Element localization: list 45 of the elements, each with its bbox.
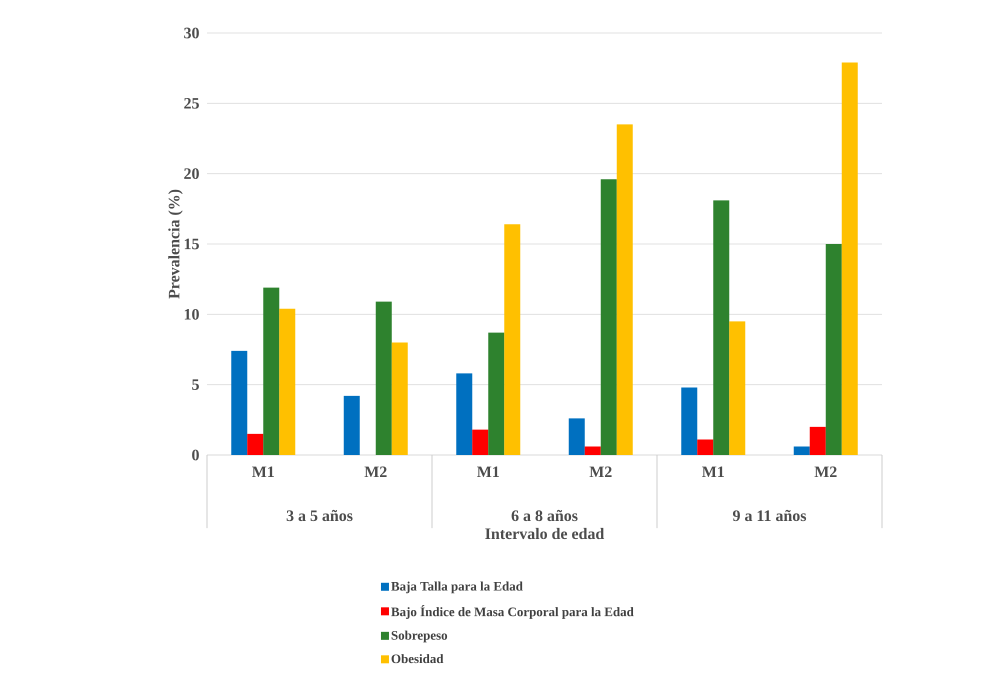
y-axis-title: Prevalencia (%) [168,190,183,299]
text: 6 a 8 años [512,510,578,522]
y-tick-label: 25 [184,98,199,109]
x-tick-label: M1 [702,466,724,478]
x-tick-label: M2 [364,466,387,478]
bar [456,373,472,455]
x-tick-label: M2 [590,466,612,478]
bar [842,62,858,455]
y-tick-label: 15 [184,238,199,250]
bar [488,332,504,455]
bar [504,224,520,455]
bar [681,387,698,455]
legend-label: Obesidad [392,654,444,664]
y-tick-label: 20 [184,168,199,180]
text: 3 a 5 años [286,510,353,522]
bar [231,350,248,455]
bar [826,244,842,455]
bar [729,321,746,455]
legend-label: Baja Talla para la Edad [391,582,523,594]
y-tick-label: 30 [184,28,199,38]
bar [600,179,617,455]
bar [247,434,264,455]
bar [568,418,585,455]
bar [263,288,280,455]
x-tick-label: M1 [252,466,274,478]
bar [794,446,810,455]
bar [584,446,601,455]
bar [344,396,360,455]
bar [279,308,296,455]
y-tick-label: 10 [184,308,199,320]
bar [472,430,488,455]
y-tick-label: 5 [192,379,199,390]
text: 9 a 11 años [732,510,806,522]
bar [616,124,633,455]
bar [697,440,714,455]
legend-label: Bajo Índice de Masa Corporal para la Edad [391,605,634,619]
x-axis-title: Intervalo de edad [485,528,604,540]
bar [713,200,730,455]
y-tick-label: 0 [192,450,199,460]
bar [376,302,392,455]
x-tick-label: M2 [814,466,837,478]
legend-label: Sobrepeso [392,630,448,642]
x-tick-label: M1 [477,466,499,478]
bar [810,426,826,455]
bar [392,342,408,455]
